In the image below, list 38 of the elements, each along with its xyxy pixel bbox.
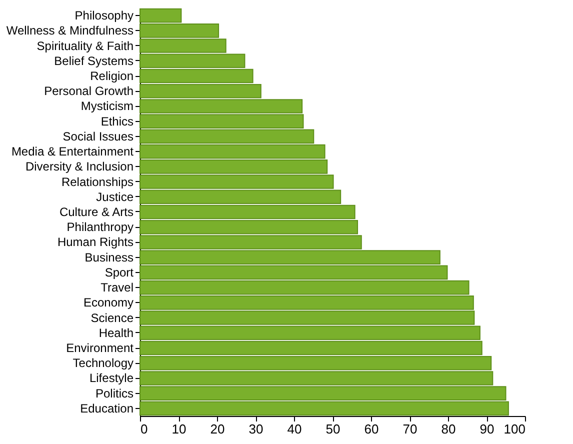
y-tick-label: Human Rights xyxy=(57,235,134,250)
y-tick-label: Ethics xyxy=(100,114,134,128)
y-tick-label: Personal Growth xyxy=(44,84,134,98)
y-tick-label: Sport xyxy=(104,265,134,280)
y-tick-label: Diversity & Inclusion xyxy=(25,160,134,174)
y-tick-label: Technology xyxy=(72,356,134,370)
x-tick-label: 30 xyxy=(248,422,264,436)
y-tick-label: Philanthropy xyxy=(66,220,134,234)
x-tick-label: 100 xyxy=(504,422,526,436)
x-tick-label: 0 xyxy=(140,422,148,436)
y-tick-label: Lifestyle xyxy=(89,371,134,386)
x-tick-label: 80 xyxy=(441,422,456,436)
y-tick-label: Social Issues xyxy=(62,129,134,144)
y-tick-label: Business xyxy=(84,250,134,264)
x-tick-label: 10 xyxy=(172,422,186,436)
x-tick-label: 90 xyxy=(480,422,494,436)
x-tick-label: 50 xyxy=(326,422,340,436)
y-tick-label: Media & Entertainment xyxy=(11,144,134,159)
y-tick-label: Belief Systems xyxy=(54,54,134,68)
y-tick-label: Economy xyxy=(83,296,134,310)
y-tick-label: Justice xyxy=(96,190,134,204)
y-tick-label: Health xyxy=(98,326,134,340)
x-tick-label: 20 xyxy=(210,422,225,436)
y-tick-label: Mysticism xyxy=(80,99,134,114)
x-tick-label: 60 xyxy=(364,422,379,436)
y-tick-label: Science xyxy=(90,310,134,325)
x-tick-label: 40 xyxy=(287,422,302,436)
y-tick-label: Environment xyxy=(66,341,134,355)
y-tick-label: Travel xyxy=(100,280,134,295)
y-tick-label: Religion xyxy=(90,69,134,83)
y-tick-label: Education xyxy=(80,401,134,416)
y-tick-label: Culture & Arts xyxy=(59,205,134,219)
y-tick-label: Politics xyxy=(95,386,134,400)
y-tick-label: Relationships xyxy=(61,174,134,189)
y-tick-label: Wellness & Mindfulness xyxy=(6,24,134,38)
x-tick-label: 70 xyxy=(402,422,418,436)
y-tick-label: Spirituality & Faith xyxy=(36,38,134,53)
y-tick-label: Philosophy xyxy=(74,8,134,23)
